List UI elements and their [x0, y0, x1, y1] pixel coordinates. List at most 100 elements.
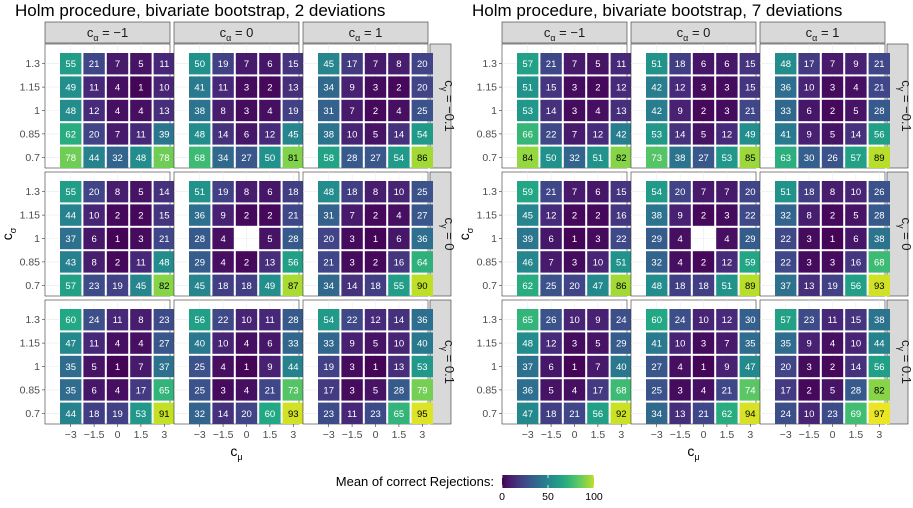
heat-cell [563, 181, 586, 203]
cell-value: 2 [373, 106, 378, 117]
cell-value: 14 [218, 129, 229, 140]
cell-value: 16 [851, 257, 862, 268]
col-strip-label-sub: α [812, 33, 817, 43]
cell-value: 45 [194, 281, 205, 292]
heat-cell [318, 332, 340, 354]
y-tick-label: 1.15 [477, 210, 498, 222]
cell-value: 7 [572, 59, 577, 70]
cell-value: 12 [546, 339, 557, 350]
cell-value: 6 [91, 234, 96, 245]
heat-cell [775, 251, 797, 273]
heat-cell [364, 76, 387, 98]
cell-value: 30 [804, 153, 815, 164]
heat-cell [411, 181, 433, 203]
cell-value: 51 [194, 187, 205, 198]
cell-value: 44 [288, 362, 299, 373]
cell-value: 8 [220, 106, 225, 117]
heat-cell [798, 379, 820, 401]
col-strip-label-sub: α [550, 33, 555, 43]
heat-cell [130, 181, 152, 203]
cell-value: 9 [677, 106, 682, 117]
cell-value: 5 [853, 211, 858, 222]
cell-value: 14 [546, 106, 557, 117]
heat-cell [130, 355, 152, 378]
heat-cell [364, 227, 387, 250]
cell-value: 20 [417, 59, 428, 70]
heat-cell [739, 204, 761, 226]
heat-cell [798, 146, 820, 168]
heat-cell [868, 274, 890, 296]
facet-panel: 57 23 11 15 38 35 9 4 10 44 20 3 2 14 56 17 2 5 28 82 24 10 23… [759, 299, 890, 425]
heat-cell [739, 99, 761, 122]
cell-value: 9 [349, 83, 354, 94]
cell-value: 85 [745, 153, 756, 164]
cell-value: 4 [830, 339, 835, 350]
cell-value: 1 [701, 362, 706, 373]
cell-value: 24 [616, 315, 627, 326]
cell-value: 2 [267, 83, 272, 94]
cell-value: 44 [89, 153, 100, 164]
heat-cell [540, 332, 562, 354]
cell-value: 6 [91, 385, 96, 396]
heat-cell [646, 146, 668, 168]
cell-value: 44 [65, 211, 76, 222]
cell-value: 4 [244, 385, 249, 396]
col-strip-label-rest: = 1 [360, 25, 382, 40]
cell-value: 28 [874, 211, 885, 222]
heat-cell [364, 146, 387, 168]
heat-cell [540, 309, 562, 331]
cell-value: 10 [347, 129, 358, 140]
cell-value: 74 [745, 385, 756, 396]
cell-value: 66 [522, 129, 533, 140]
cell-value: 3 [244, 106, 249, 117]
cell-value: 59 [522, 187, 533, 198]
cell-value: 7 [572, 187, 577, 198]
cell-value: 38 [194, 106, 205, 117]
col-strip-label-sub: α [226, 33, 231, 43]
heat-cell [798, 402, 820, 424]
cell-value: 7 [115, 129, 120, 140]
cell-value: 57 [851, 153, 862, 164]
heat-cell [235, 274, 258, 296]
cell-value: 11 [347, 409, 357, 420]
cell-value: 51 [522, 83, 533, 94]
col-strip-label-sub: α [93, 33, 98, 43]
cell-value: 44 [874, 339, 885, 350]
cell-value: 33 [323, 339, 334, 350]
heat-cell [60, 309, 82, 331]
cell-value: 13 [616, 106, 627, 117]
cell-value: 68 [874, 257, 885, 268]
cell-value: 17 [593, 385, 604, 396]
x-tick-label: 1.5 [591, 429, 606, 441]
heat-cell [798, 99, 820, 122]
cell-value: 6 [267, 59, 272, 70]
cell-value: 3 [701, 83, 706, 94]
heat-cell [868, 227, 890, 250]
cell-value: 32 [651, 257, 662, 268]
cell-value: 54 [651, 187, 662, 198]
heat-cell [646, 181, 668, 203]
heat-cell [517, 332, 539, 354]
cell-value: 78 [159, 153, 170, 164]
cell-value: 7 [595, 362, 600, 373]
heat-cell [83, 53, 105, 75]
cell-value: 28 [851, 385, 862, 396]
x-axis-title-main: c [230, 443, 237, 459]
cell-value: 28 [288, 234, 299, 245]
x-tick-label: −3 [651, 429, 663, 441]
cell-value: 56 [288, 257, 299, 268]
col-strip-label: cα = −1 [544, 25, 585, 43]
heat-cell [845, 309, 867, 331]
heat-cell [212, 332, 234, 354]
col-strip-label: cα = 0 [220, 25, 254, 43]
cell-value: 81 [288, 153, 299, 164]
row-strip-label-rest: = −0.1 [442, 91, 457, 131]
cell-value: 4 [396, 106, 401, 117]
heat-cell [821, 146, 844, 168]
x-tick-label: 3 [876, 429, 882, 441]
heat-cell [845, 379, 867, 401]
heat-cell [845, 251, 867, 273]
heat-cell [610, 99, 632, 122]
cell-value: 57 [522, 59, 533, 70]
